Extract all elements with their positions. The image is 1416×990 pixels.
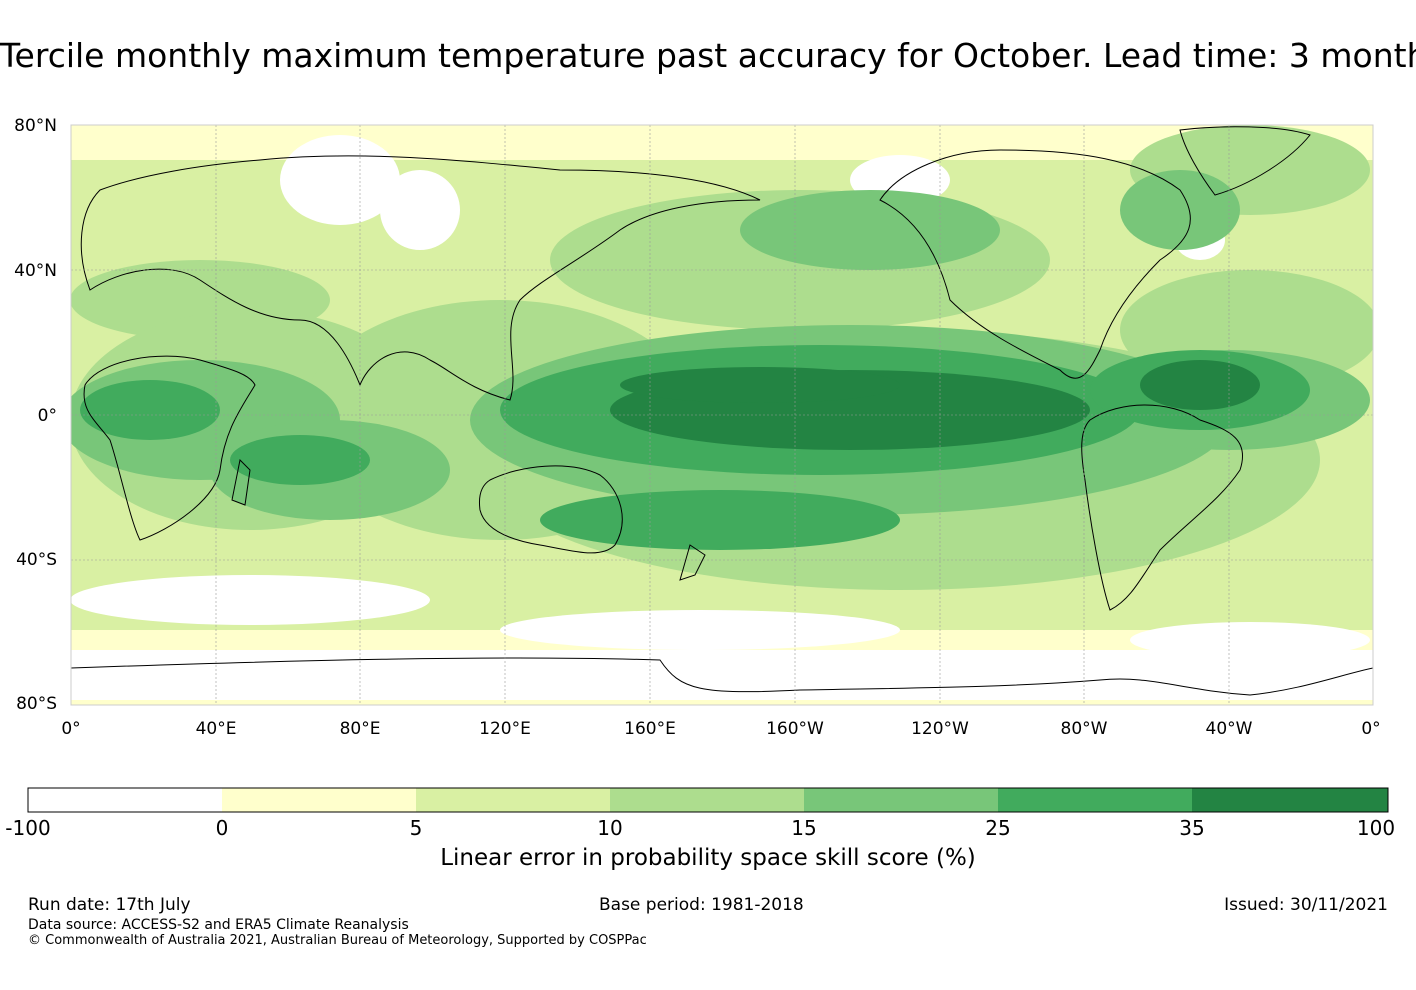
colorbar-swatch-4 [610, 788, 804, 812]
lon-label-160w: 160°W [766, 719, 824, 739]
colorbar-swatch-5 [804, 788, 998, 812]
lat-label-40s: 40°S [16, 550, 57, 570]
lat-label-equator: 0° [37, 406, 57, 426]
colorbar-tick-100: 100 [1356, 816, 1396, 840]
lon-label-80e: 80°E [339, 719, 381, 739]
base-period: Base period: 1981-2018 [599, 895, 804, 915]
map-frame [70, 124, 1374, 706]
colorbar-tick-minus100: -100 [5, 816, 51, 840]
colorbar-tick-25: 25 [985, 816, 1011, 840]
colorbar-tick-35: 35 [1179, 816, 1205, 840]
colorbar-tick-0: 0 [215, 816, 229, 840]
map-title: Tercile monthly maximum temperature past… [0, 36, 1416, 75]
lon-label-0-left: 0° [61, 719, 81, 739]
run-date: Run date: 17th July [28, 895, 191, 915]
lon-label-40e: 40°E [195, 719, 237, 739]
colorbar-swatch-1 [28, 788, 222, 812]
lon-label-120w: 120°W [911, 719, 969, 739]
issued-date: Issued: 30/11/2021 [1224, 895, 1388, 915]
colorbar-swatch-3 [416, 788, 610, 812]
lat-label-40n: 40°N [14, 261, 57, 281]
colorbar-tick-10: 10 [597, 816, 623, 840]
lon-label-160e: 160°E [624, 719, 676, 739]
colorbar-swatch-6 [998, 788, 1192, 812]
lon-label-40w: 40°W [1205, 719, 1253, 739]
data-source: Data source: ACCESS-S2 and ERA5 Climate … [28, 917, 409, 933]
lat-label-80s: 80°S [16, 694, 57, 714]
lon-label-120e: 120°E [479, 719, 531, 739]
lat-label-80n: 80°N [14, 116, 57, 136]
lon-label-0-right: 0° [1361, 719, 1381, 739]
colorbar-tick-5: 5 [409, 816, 423, 840]
colorbar-frame [27, 787, 1389, 813]
colorbar-tick-15: 15 [791, 816, 817, 840]
copyright-notice: © Commonwealth of Australia 2021, Austra… [28, 933, 647, 948]
colorbar-swatch-7 [1192, 788, 1388, 812]
coastlines [71, 126, 1373, 696]
colorbar [27, 787, 1389, 813]
gridlines [71, 125, 1373, 705]
colorbar-swatch-2 [222, 788, 416, 812]
colorbar-label: Linear error in probability space skill … [440, 845, 976, 871]
lon-label-80w: 80°W [1060, 719, 1108, 739]
